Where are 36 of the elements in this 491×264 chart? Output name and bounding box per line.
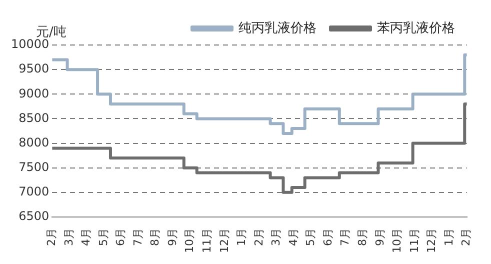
x-tick-label: 1月 [442,228,456,246]
y-tick-label: 10000 [10,37,50,52]
x-tick-label: 6月 [321,228,334,246]
y-tick-label: 8000 [18,135,50,150]
x-tick-label: 11月 [200,228,214,254]
x-tick-label: 3月 [270,228,283,246]
y-tick-label: 9000 [18,86,50,100]
x-tick-label: 10月 [183,228,196,254]
x-tick-label: 8月 [148,228,162,246]
y-tick-label: 8500 [18,110,50,125]
y-tick-label: 7500 [18,160,50,174]
x-tick-label: 2月 [45,228,58,246]
x-tick-label: 1月 [235,228,248,246]
x-tick-label: 12月 [425,228,438,254]
legend-label: 纯丙乳液价格 [238,20,316,36]
x-tick-label: 9月 [373,228,386,246]
x-tick-label: 11月 [408,228,421,254]
x-tick-label: 4月 [80,228,93,246]
y-axis-title: 元/吨 [36,24,66,40]
x-tick-label: 7月 [338,228,352,246]
x-tick-label: 3月 [62,228,76,246]
x-tick-label: 5月 [96,228,110,246]
x-tick-label: 7月 [131,228,144,246]
y-tick-label: 7000 [18,184,50,199]
x-tick-label: 2月 [252,228,266,246]
x-tick-label: 9月 [166,228,179,246]
x-tick-label: 12月 [218,228,231,254]
y-tick-label: 6500 [18,209,50,224]
x-tick-label: 5月 [304,228,318,246]
x-tick-label: 10月 [390,228,404,254]
x-tick-label: 4月 [286,228,300,246]
x-tick-label: 2月 [460,228,473,246]
y-tick-label: 9500 [18,62,50,76]
x-tick-label: 8月 [356,228,370,246]
x-tick-label: 6月 [114,228,128,246]
legend-label: 苯丙乳液价格 [377,20,455,36]
